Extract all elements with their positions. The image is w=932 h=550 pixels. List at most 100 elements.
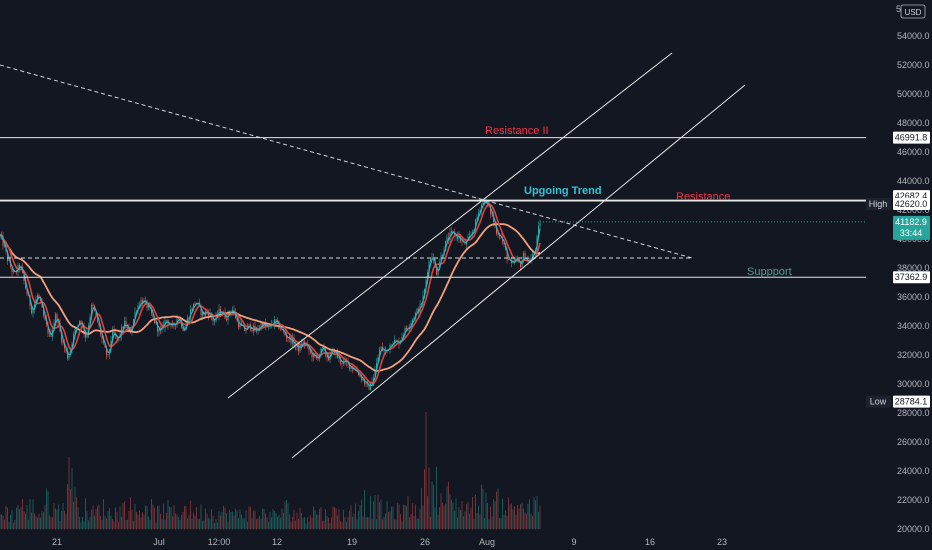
candle <box>139 305 141 307</box>
volume-bar <box>472 497 473 529</box>
volume-bar <box>127 519 128 529</box>
volume-bar <box>73 502 74 529</box>
candle <box>428 261 430 273</box>
candle <box>11 267 13 273</box>
volume-bar <box>392 506 394 529</box>
volume-bar <box>70 489 71 529</box>
volume-bar <box>439 507 440 529</box>
candle <box>112 330 114 341</box>
volume-bar <box>413 515 415 529</box>
volume-bar <box>35 515 37 529</box>
volume-bar <box>94 515 95 529</box>
current-price-countdown: 33:44 <box>900 228 923 238</box>
volume-bar <box>530 513 532 529</box>
level-tag-text: 28784.1 <box>895 397 928 407</box>
candle <box>98 321 100 326</box>
candle <box>326 355 328 358</box>
volume-bar <box>236 510 238 529</box>
volume-bar <box>353 513 355 529</box>
volume-bar <box>91 509 92 529</box>
candle <box>440 255 442 263</box>
candle <box>412 319 414 324</box>
volume-bar <box>403 504 404 529</box>
volume-bar <box>491 516 493 529</box>
currency-label[interactable]: USD <box>900 4 926 19</box>
volume-bar <box>467 502 469 529</box>
price-tick-label: 54000.0 <box>897 31 930 41</box>
volume-bar <box>416 518 418 529</box>
volume-bar <box>116 511 118 529</box>
volume-bar <box>334 507 335 529</box>
channel-lower-line[interactable] <box>291 84 746 459</box>
volume-bar <box>278 515 280 529</box>
candle <box>350 366 352 369</box>
volume-bar <box>320 507 322 529</box>
volume-bar <box>436 466 437 529</box>
annotation-resistance-ii[interactable]: Resistance II <box>485 125 549 137</box>
volume-bar <box>440 493 442 529</box>
volume-bar <box>290 521 292 529</box>
trend-dashed-line[interactable] <box>0 64 693 259</box>
volume-bar <box>341 522 343 529</box>
candle <box>539 223 541 227</box>
candle <box>115 334 117 336</box>
volume-bar <box>227 522 229 529</box>
volume-bar <box>310 515 311 529</box>
candle <box>439 262 441 270</box>
volume-bar <box>331 517 332 529</box>
candle <box>86 333 88 338</box>
volume-bar <box>499 518 500 529</box>
candle <box>331 351 333 353</box>
volume-bar <box>200 504 202 529</box>
candle <box>191 309 193 311</box>
volume-bar <box>26 505 28 529</box>
volume-bar <box>40 517 41 529</box>
candle <box>491 213 493 215</box>
annotation-resistance[interactable]: Resistance <box>676 191 730 203</box>
volume-bar <box>272 508 274 529</box>
volume-bar <box>494 501 496 529</box>
candle <box>454 231 456 237</box>
current-price-text: 41182.9 <box>895 217 927 227</box>
volume-bar <box>475 494 476 529</box>
volume-bar <box>101 519 103 529</box>
volume-bar <box>55 508 56 529</box>
volume-bar <box>326 516 328 529</box>
volume-bar <box>175 513 176 529</box>
candle <box>124 320 126 329</box>
candle <box>97 314 99 322</box>
candle <box>19 265 21 268</box>
volume-bar <box>206 513 208 529</box>
candle <box>524 253 526 261</box>
volume-bar <box>8 521 10 529</box>
time-axis[interactable]: 21 Jul 12:00 12 19 26 Aug 9 16 23 <box>52 537 727 547</box>
volume-bar <box>455 498 457 529</box>
volume-bar <box>283 512 284 529</box>
price-tick-label: 28000.0 <box>897 408 930 418</box>
volume-bar <box>344 517 346 529</box>
volume-bar <box>361 499 362 529</box>
volume-bar <box>179 519 181 529</box>
volume-bar <box>95 508 97 529</box>
volume-bar <box>226 513 227 529</box>
volume-bar <box>211 509 212 529</box>
candle <box>286 335 288 339</box>
annotation-upgoing-trend[interactable]: Upgoing Trend <box>524 185 602 197</box>
channel-upper-line[interactable] <box>227 52 673 399</box>
volume-bar <box>368 517 370 529</box>
volume-bar <box>134 503 136 529</box>
annotation-support[interactable]: Suppport <box>747 266 792 278</box>
volume-bar <box>376 519 377 529</box>
candle <box>248 324 250 326</box>
candle <box>74 328 76 334</box>
volume-bar <box>524 512 526 529</box>
volume-bar <box>4 519 5 529</box>
candle <box>208 312 210 316</box>
volume-bar <box>67 484 68 529</box>
volume-bar <box>196 507 197 529</box>
volume-bar <box>28 519 29 529</box>
candle <box>70 348 72 356</box>
price-tick-label: 20000.0 <box>897 524 930 534</box>
candle <box>520 262 522 267</box>
